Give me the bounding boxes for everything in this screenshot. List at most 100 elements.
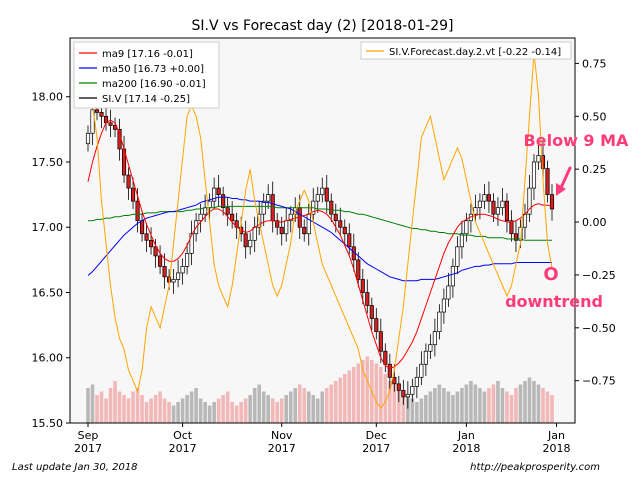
candle-body (216, 187, 221, 195)
candles (85, 96, 555, 409)
candle-body (464, 220, 469, 235)
candle-body (504, 200, 510, 222)
volume-bar (473, 384, 478, 423)
candle-body (284, 220, 289, 235)
candle-body (185, 252, 190, 267)
candle-body (333, 213, 338, 222)
volume-bar (527, 377, 532, 423)
candle-body (203, 207, 208, 215)
candle-body (392, 376, 397, 385)
volume-bar (261, 391, 266, 423)
ma50-line (87, 196, 552, 282)
volume-bar (230, 402, 234, 423)
footer-last-update: Last update Jan 30, 2018 (12, 462, 138, 473)
volume-bar (189, 391, 194, 423)
volume-bar (248, 395, 252, 423)
volume-bar (167, 402, 171, 423)
volume-bar (239, 402, 243, 423)
volume-bar (113, 381, 117, 423)
candle-body (441, 298, 446, 313)
volume-bar (541, 388, 545, 423)
volume-bar (176, 402, 180, 423)
y-right-tick-label: 0.25 (582, 163, 607, 176)
volume-bar (550, 395, 554, 423)
candle-body (243, 233, 248, 248)
candle-body (545, 168, 550, 195)
volume-bar (397, 388, 401, 423)
volume-bar (149, 398, 153, 423)
candle-body (315, 194, 320, 202)
candle-body (212, 187, 217, 202)
candle-body (162, 266, 167, 278)
chart-title: SI.V vs Forecast day (2) [2018-01-29] (192, 18, 454, 34)
candle-body (486, 194, 491, 202)
volume-bar (536, 384, 541, 423)
volume-bar (203, 402, 207, 423)
candle-body (198, 213, 203, 222)
volume-bar (424, 395, 428, 423)
x-tick-label: Sep 2017 (74, 429, 102, 455)
y-right-tick-label: −0.50 (582, 322, 616, 335)
candle-body (549, 194, 555, 210)
volume-bar (351, 367, 356, 423)
candle-body (94, 109, 100, 113)
candle-body (221, 194, 226, 209)
legend-left-label: ma50 [16.73 +0.00] (102, 64, 204, 75)
candle-body (320, 187, 325, 195)
volume-bar (464, 384, 469, 423)
volume-bar (284, 395, 289, 423)
volume-bar (374, 363, 379, 423)
volume-bar (428, 391, 433, 423)
volume-bar (509, 395, 514, 423)
candle-body (383, 350, 388, 365)
x-tick-label: Dec 2017 (362, 429, 390, 455)
volume-bar (415, 402, 419, 423)
legend-left-label: ma9 [17.16 -0.01] (102, 49, 193, 60)
volume-bar (496, 381, 500, 423)
candle-body (248, 239, 253, 248)
candle-body (149, 239, 154, 248)
candle-body (99, 112, 104, 117)
volume-bar (311, 395, 316, 423)
candle-body (414, 376, 419, 387)
volume-bar (306, 391, 311, 423)
volume-bar (293, 388, 298, 423)
volume-bar (135, 388, 140, 423)
volume-bar (491, 384, 496, 423)
volume-bar (333, 381, 338, 423)
volume-bar (487, 388, 491, 423)
volume-bar (437, 384, 442, 423)
footer-url: http://peakprosperity.com (470, 462, 600, 473)
candle-body (423, 350, 428, 365)
volume-bar (180, 398, 185, 423)
y-right-tick-label: 0.75 (582, 57, 607, 70)
legend-left-label: ma200 [16.90 -0.01] (102, 79, 206, 90)
volume-bar (505, 391, 509, 423)
volume-bar (338, 377, 343, 423)
volume-bar (212, 402, 216, 423)
ma9-line (87, 119, 553, 369)
candle-body (374, 318, 379, 332)
volume-bars (86, 356, 554, 423)
annotation-callout: Below 9 MA (524, 131, 630, 150)
candle-body (455, 246, 460, 267)
x-tick-label: Nov 2017 (268, 429, 296, 455)
volume-bar (171, 405, 176, 423)
volume-bar (329, 384, 334, 423)
volume-bar (270, 398, 275, 423)
volume-bar (275, 402, 280, 423)
candle-body (275, 220, 280, 228)
x-tick-label: Jan 2018 (543, 429, 571, 455)
volume-bar (419, 398, 424, 423)
candle-body (279, 226, 284, 235)
x-tick-label: Oct 2017 (169, 429, 197, 455)
candle-body (405, 393, 410, 398)
volume-bar (302, 388, 307, 423)
candle-body (522, 213, 528, 228)
volume-bar (126, 398, 131, 423)
volume-bar (315, 398, 320, 423)
candle-body (450, 266, 455, 287)
candle-body (491, 200, 496, 215)
candle-body (266, 194, 271, 202)
